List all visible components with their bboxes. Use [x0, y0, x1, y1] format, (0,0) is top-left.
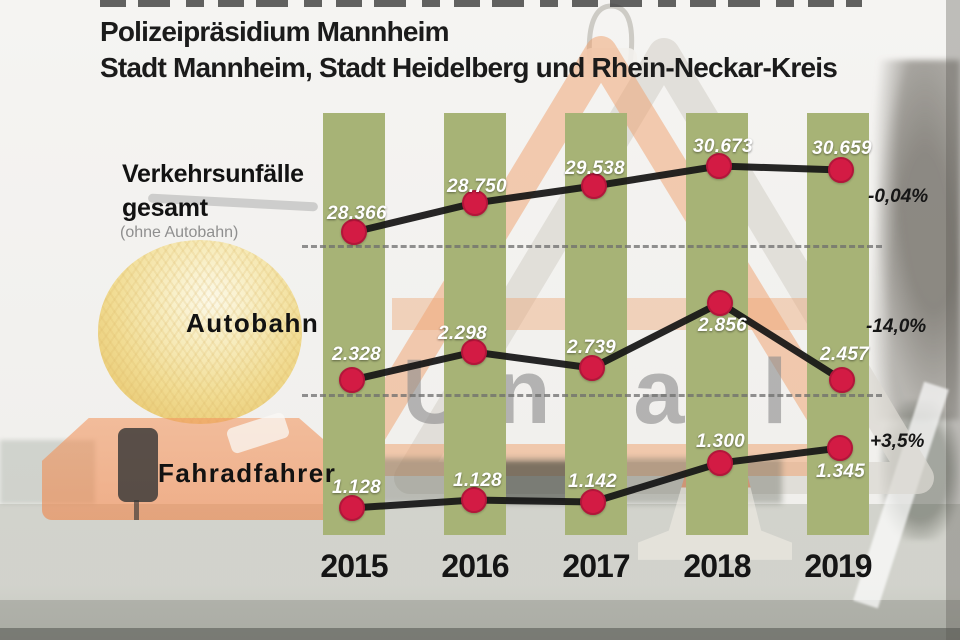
value-label: 1.300	[696, 431, 746, 452]
value-label: 30.673	[693, 136, 753, 157]
pavement-edge-line	[0, 628, 960, 640]
axis-label-2015: 2015	[320, 548, 388, 584]
row-separator-2	[302, 394, 882, 397]
beacon-lamp-icon	[98, 240, 302, 424]
pole-icon	[946, 0, 960, 640]
value-label: 1.345	[816, 461, 866, 482]
value-label: 2.457	[820, 344, 870, 365]
beacon-stem	[134, 500, 139, 520]
clipped-headline-fragments	[100, 0, 862, 7]
change-label-fahradfahrer: +3,5%	[870, 431, 925, 452]
value-label: 30.659	[812, 138, 872, 159]
data-point	[339, 367, 365, 393]
value-label: 1.128	[453, 470, 503, 491]
row-separator-1	[302, 245, 882, 248]
axis-label-2018: 2018	[683, 548, 751, 584]
page-title-line2: Stadt Mannheim, Stadt Heidelberg und Rhe…	[100, 52, 838, 83]
series-label-autobahn: Autobahn	[186, 308, 320, 338]
change-label-gesamt: -0,04%	[868, 186, 929, 207]
value-label: 2.328	[332, 344, 382, 365]
axis-label-2017: 2017	[562, 548, 630, 584]
value-label: 2.739	[567, 337, 617, 358]
series-label-fahradfahrer: Fahradfahrer	[158, 458, 337, 488]
value-label: 28.750	[447, 176, 507, 197]
axis-label-2019: 2019	[804, 548, 872, 584]
value-label: 2.856	[698, 315, 748, 336]
axis-label-2016: 2016	[441, 548, 509, 584]
data-point	[707, 290, 733, 316]
value-label: 28.366	[327, 203, 387, 224]
beacon-knob-icon	[118, 428, 158, 502]
data-point	[829, 367, 855, 393]
series-label-gesamt-note: (ohne Autobahn)	[120, 224, 239, 241]
value-label: 29.538	[565, 158, 625, 179]
data-point	[707, 450, 733, 476]
data-point	[828, 157, 854, 183]
change-label-autobahn: -14,0%	[866, 316, 927, 337]
value-label: 1.128	[332, 477, 382, 498]
data-point	[827, 435, 853, 461]
value-label: 1.142	[568, 471, 618, 492]
page-title-line1: Polizeipräsidium Mannheim	[100, 16, 450, 47]
series-label-gesamt-line2: gesamt	[122, 194, 208, 222]
value-label: 2.298	[438, 323, 488, 344]
tree-icon	[872, 60, 960, 420]
series-label-gesamt-line1: Verkehrsunfälle	[122, 160, 304, 188]
